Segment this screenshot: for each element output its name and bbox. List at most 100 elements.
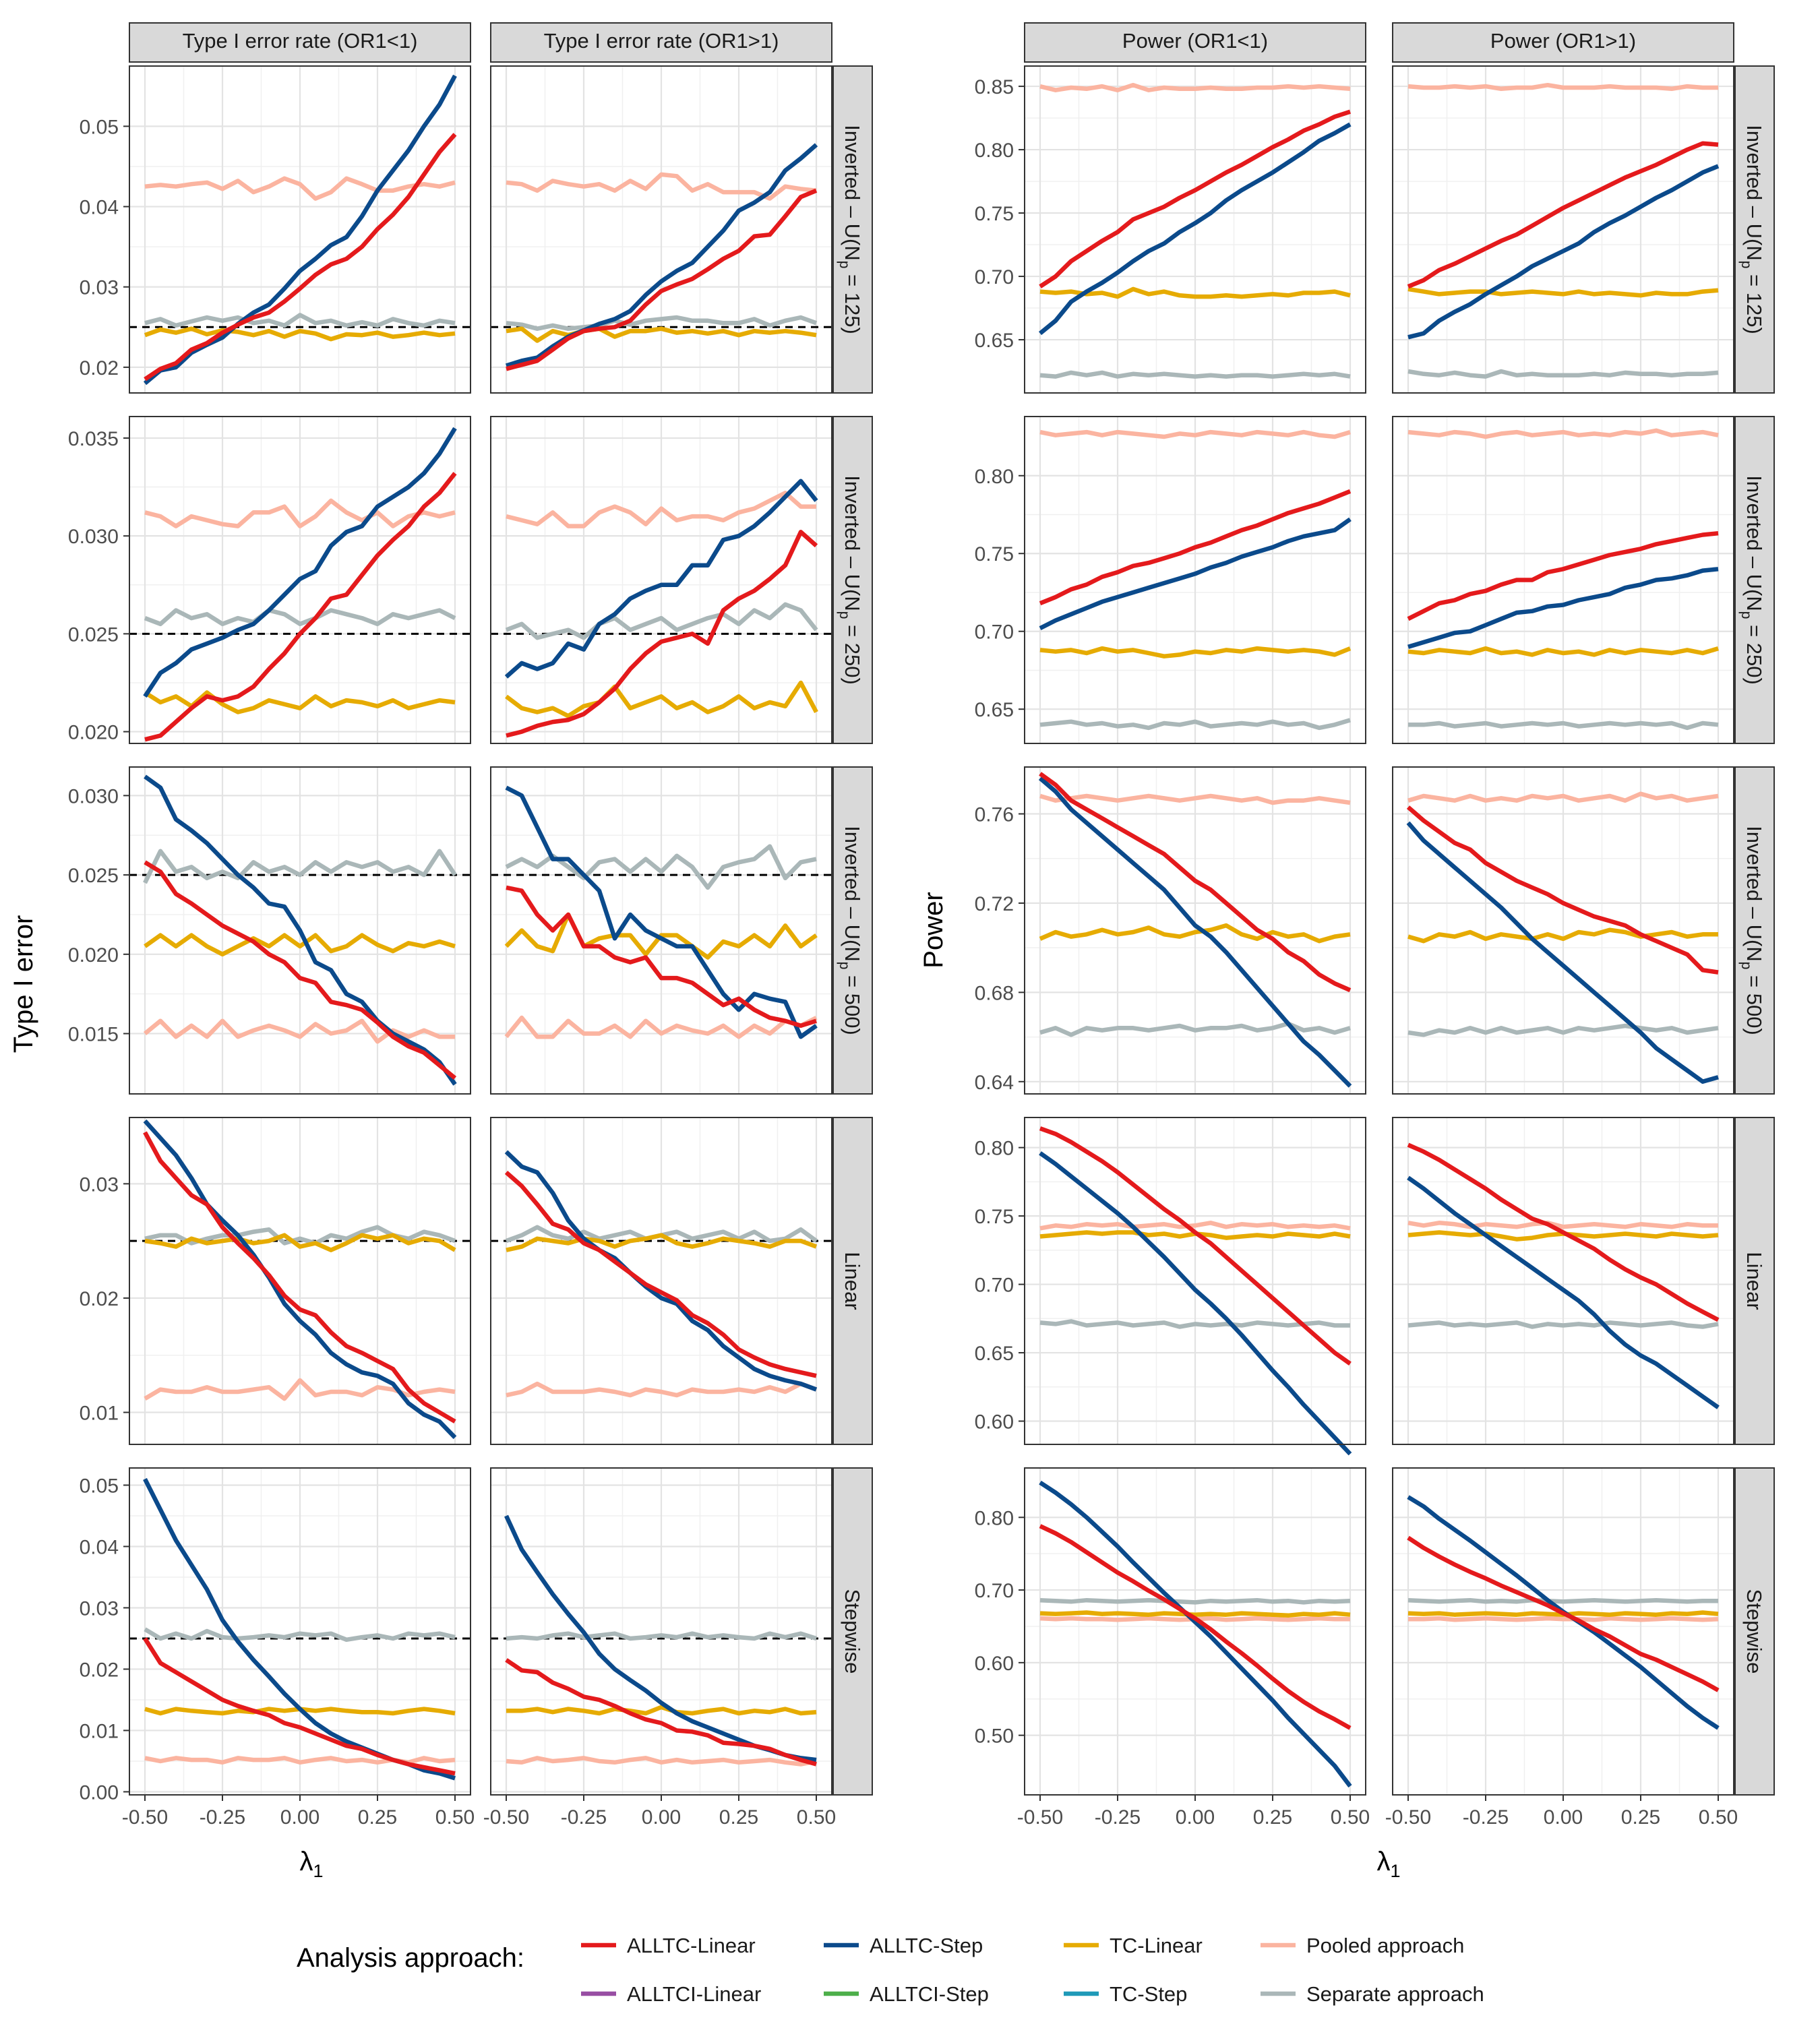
x-tick-label: 0.50 [1331,1806,1370,1829]
series-line-pooled-approach [144,176,456,201]
panel-power-row3-col1 [1024,766,1366,1095]
y-tick-label: 0.80 [975,1507,1014,1529]
series-line-alltc-linear [1039,1524,1352,1730]
x-tick-label: -0.50 [1017,1806,1063,1829]
y-tick-label: 0.03 [80,1173,119,1196]
series-line-tc-linear [144,326,456,342]
series-line-pooled-approach [1408,1616,1719,1622]
series-line-pooled-approach [1407,428,1719,439]
x-tick-label: -0.25 [561,1806,607,1829]
x-tick-label: -0.25 [1095,1806,1141,1829]
legend-label-alltc-step: ALLTC-Step [870,1934,983,1957]
series-line-separate-approach [1408,721,1719,731]
row-strip-box [832,1117,873,1445]
row-strip-label: Inverted – U(Np = 125) [1738,125,1766,334]
series-line-alltc-linear [1407,141,1719,289]
series-line-tc-linear [1039,1610,1351,1618]
panel-border [1392,65,1734,394]
legend-label-tc-linear: TC-Linear [1110,1934,1203,1957]
series-line-alltc-linear [506,188,818,371]
series-line-separate-approach [506,315,818,331]
y-tick-label: 0.030 [68,785,119,807]
series-line-tc-linear [505,680,818,718]
series-line-alltc-step [1406,821,1719,1084]
row-strip-label: Stepwise [1742,1589,1766,1674]
panel-power-row5-col2 [1392,1467,1734,1796]
y-tick-label: 0.85 [975,76,1014,98]
series-line-alltc-step [1407,567,1719,649]
column-strip-label: Type I error rate (OR1>1) [544,29,779,53]
series-line-pooled-approach [506,1756,817,1767]
y-tick-label: 0.68 [975,982,1014,1004]
y-tick-label: 0.70 [975,1580,1014,1602]
series-line-pooled-approach [1039,429,1351,439]
series-line-tc-linear [1039,646,1352,658]
series-line-alltc-step [1039,517,1352,631]
x-tick-label: 0.00 [1176,1806,1215,1829]
panel-border [490,766,832,1095]
panel-border [129,65,471,394]
panel-type1-row2-col2 [490,416,832,744]
series-line-pooled-approach [506,1381,818,1398]
legend: Analysis approach: ALLTC-Linear ALLTC-Ste… [297,1934,1484,2006]
series-line-pooled-approach [1039,82,1351,92]
series-line-alltc-linear [506,530,818,738]
series-line-pooled-approach [1407,791,1719,803]
y-tick-label: 0.02 [80,357,119,379]
column-strip-1: Type I error rate (OR1<1) [129,22,471,63]
legend-label-alltc-linear: ALLTC-Linear [627,1934,756,1957]
series-line-alltc-linear [1407,530,1719,621]
panel-border [1392,1117,1734,1445]
series-line-alltc-linear [1407,1535,1720,1692]
x-tick-label: 0.25 [1621,1806,1660,1829]
panel-type1-row1-col1 [129,65,471,394]
series-line-alltc-linear [144,860,457,1080]
series-line-alltc-step [1039,1151,1352,1456]
y-tick-label: 0.80 [975,1138,1014,1160]
row-strip-box [832,766,873,1095]
column-strip-label: Type I error rate (OR1<1) [183,29,418,53]
y-tick-label: 0.00 [80,1781,119,1804]
column-strip-box [129,22,471,63]
y-tick-label: 0.025 [68,865,119,887]
series-line-separate-approach [1039,370,1351,379]
series-line-tc-linear [1039,286,1351,299]
row-strip-5: Stepwise [832,1467,873,1796]
row-strip-5: Stepwise [1734,1467,1775,1796]
x-tick-label: 0.00 [280,1806,320,1829]
series-line-alltc-step [143,74,457,386]
legend-item-pooled-approach: Pooled approach [1261,1934,1464,1957]
series-line-tc-linear [1407,286,1719,298]
column-strip-2: Type I error rate (OR1>1) [490,22,832,63]
panel-type1-row4-col2 [490,1117,832,1445]
legend-label-separate-approach: Separate approach [1306,1982,1484,2006]
y-tick-label: 0.025 [68,623,119,646]
series-line-separate-approach [1407,1597,1718,1604]
legend-item-tc-linear: TC-Linear [1064,1934,1203,1957]
y-tick-label: 0.03 [80,277,119,299]
series-line-pooled-approach [1039,793,1351,805]
y-tick-label: 0.64 [975,1072,1014,1094]
series-line-separate-approach [1407,1320,1719,1329]
y-tick-label: 0.80 [975,466,1014,488]
series-line-alltc-step [1407,164,1720,340]
panel-border [1024,416,1366,744]
series-line-tc-linear [504,912,818,960]
series-line-tc-linear [1407,927,1718,944]
column-strip-box [1024,22,1366,63]
strips-layer: Type I error rate (OR1<1) Type I error ra… [129,22,1775,1796]
series-line-tc-linear [1039,923,1351,944]
y-tick-label: 0.76 [975,804,1014,826]
panel-power-row1-col1 [1024,65,1366,394]
y-tick-label: 0.04 [80,1536,119,1558]
y-tick-label: 0.75 [975,543,1014,565]
legend-label-alltci-linear: ALLTCI-Linear [627,1982,761,2006]
y-tick-label: 0.035 [68,428,119,450]
series-line-separate-approach [1039,1597,1351,1605]
panel-border [129,1117,471,1445]
panel-type1-row3-col2 [490,766,832,1095]
x-tick-label: -0.25 [1463,1806,1509,1829]
y-tick-label: 0.65 [975,1343,1014,1365]
series-line-separate-approach [1407,1023,1719,1037]
left-x-axis-label-main: λ [299,1847,313,1876]
